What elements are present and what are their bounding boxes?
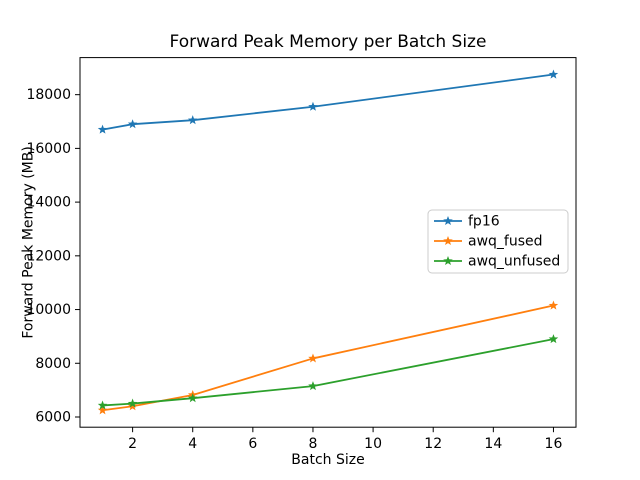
- x-axis-tick-label: 16: [545, 436, 563, 452]
- x-axis-tick-label: 14: [484, 436, 502, 452]
- y-axis-tick-label: 10000: [26, 302, 71, 318]
- y-axis-label: Forward Peak Memory (MB): [20, 146, 36, 338]
- series-line-fp16: [101, 73, 555, 131]
- legend-marker-awq_unfused: [443, 256, 453, 266]
- data-point-awq_unfused: [187, 393, 198, 403]
- plot-border: [79, 57, 577, 428]
- series-line-awq_fused: [101, 304, 555, 412]
- data-point-awq_fused: [127, 401, 138, 411]
- x-axis-tick-label: 4: [188, 436, 197, 452]
- legend-label: awq_fused: [468, 233, 543, 249]
- data-point-awq_unfused: [548, 334, 559, 344]
- x-axis-tick-label: 10: [364, 436, 382, 452]
- data-point-awq_unfused: [127, 398, 138, 408]
- data-point-awq_fused: [308, 353, 318, 363]
- x-axis-tick-label: 2: [128, 436, 137, 452]
- x-axis-tick-label: 8: [309, 436, 318, 452]
- y-axis-tick-label: 16000: [26, 141, 71, 157]
- data-point-fp16: [308, 101, 318, 111]
- y-axis-tick-label: 6000: [35, 409, 71, 425]
- data-point-awq_fused: [548, 300, 559, 310]
- data-point-fp16: [97, 124, 108, 134]
- y-axis-tick-label: 18000: [26, 87, 71, 103]
- legend-marker-awq_fused: [443, 236, 453, 246]
- data-point-awq_unfused: [308, 381, 318, 391]
- data-point-fp16: [187, 115, 198, 125]
- legend-marker-fp16: [443, 216, 453, 226]
- x-axis-label: Batch Size: [291, 452, 364, 468]
- data-point-awq_unfused: [97, 400, 108, 410]
- x-axis-tick-label: 6: [248, 436, 257, 452]
- y-axis-tick-label: 14000: [26, 195, 71, 211]
- legend-box: [427, 209, 569, 274]
- series-line-awq_unfused: [101, 338, 555, 407]
- data-point-fp16: [548, 69, 559, 79]
- legend-label: awq_unfused: [468, 253, 560, 269]
- legend-label: fp16: [468, 213, 500, 229]
- data-point-fp16: [127, 119, 138, 129]
- y-axis-tick-label: 12000: [26, 248, 71, 264]
- x-axis-tick-label: 12: [424, 436, 442, 452]
- chart-title: Forward Peak Memory per Batch Size: [170, 32, 487, 52]
- y-axis-tick-label: 8000: [35, 356, 71, 372]
- data-point-awq_fused: [97, 405, 108, 415]
